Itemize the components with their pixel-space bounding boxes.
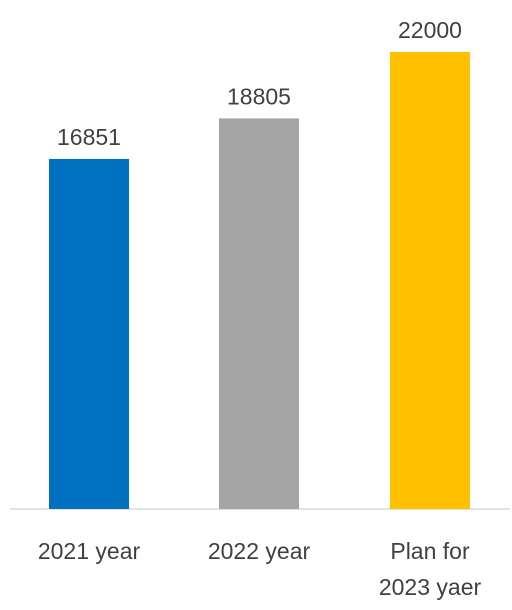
category-label-3-line-1: Plan for	[390, 538, 470, 564]
category-label-1: 2021 year	[38, 538, 141, 564]
data-label-2: 18805	[227, 83, 291, 109]
bar-2	[219, 118, 299, 509]
bar-1	[49, 158, 129, 509]
category-label-3-line-2: 2023 yaer	[379, 574, 482, 600]
data-label-group: 16851 18805 22000	[57, 17, 462, 150]
data-label-3: 22000	[398, 17, 462, 43]
category-label-group: 2021 year 2022 year Plan for 2023 yaer	[38, 538, 482, 600]
bar-3	[390, 52, 470, 509]
category-label-2: 2022 year	[208, 538, 311, 564]
data-label-1: 16851	[57, 124, 121, 150]
bar-group	[49, 52, 470, 509]
